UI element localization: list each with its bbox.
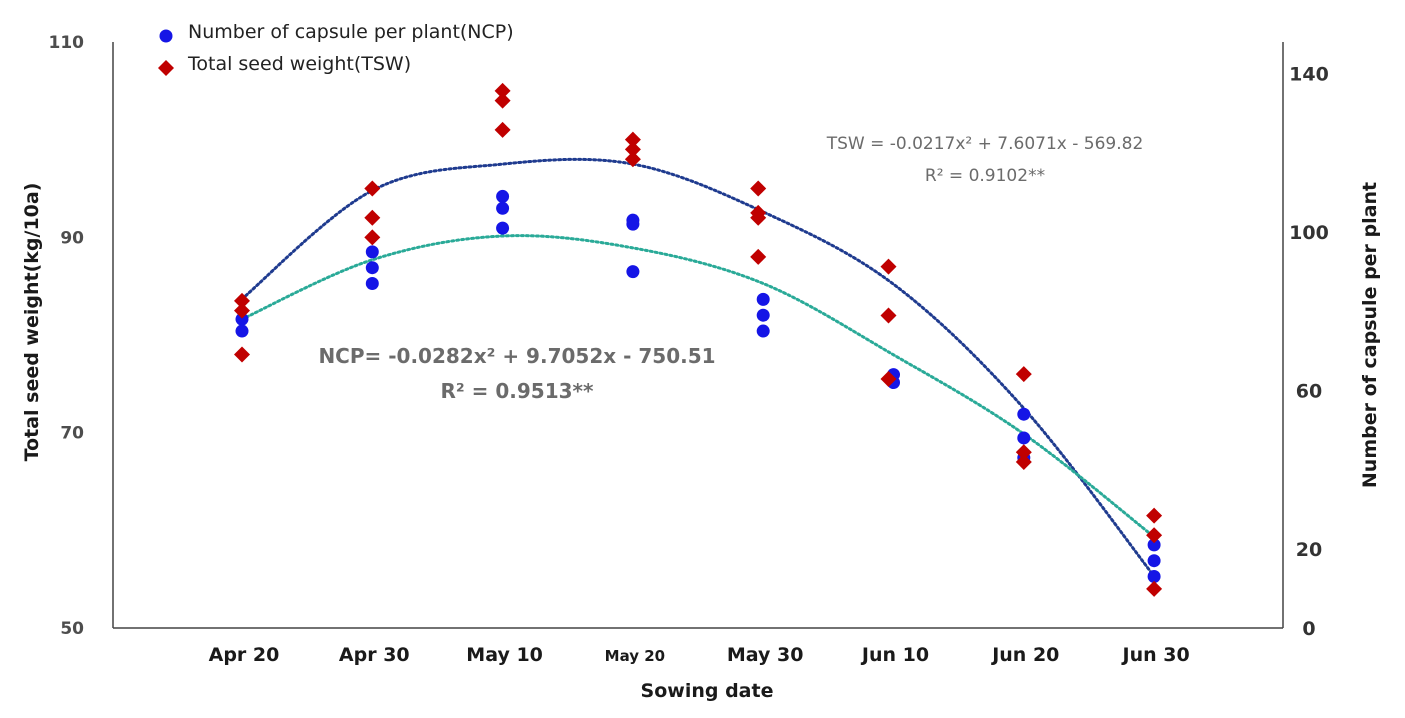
tsw-point [1146, 507, 1163, 524]
tsw-point [1015, 453, 1032, 470]
tsw-point [624, 141, 641, 158]
left-tick-label: 90 [60, 228, 84, 248]
left-tick-label: 50 [60, 619, 84, 639]
left-axis-ticks: 50 70 90 110 [49, 33, 85, 639]
ncp-point [756, 308, 770, 322]
x-tick-label: Jun 30 [1121, 644, 1190, 666]
legend-tsw-label: Total seed weight(TSW) [187, 53, 411, 75]
tsw-series [234, 82, 1163, 597]
tsw-point [880, 258, 897, 275]
ncp-equation: NCP= -0.0282x² + 9.7052x - 750.51 [318, 344, 715, 368]
right-tick-label: 100 [1289, 222, 1329, 244]
legend-ncp-marker [159, 29, 173, 43]
x-tick-label: May 30 [727, 644, 804, 666]
ncp-point [365, 261, 379, 275]
legend-tsw-marker [158, 60, 174, 76]
legend: Number of capsule per plant(NCP) Total s… [158, 21, 514, 76]
tsw-point [750, 248, 767, 265]
right-axis-title: Number of capsule per plant [1359, 182, 1381, 488]
tsw-point [494, 92, 511, 109]
ncp-point [365, 245, 379, 259]
right-tick-label: 0 [1302, 618, 1315, 640]
ncp-point [1147, 570, 1161, 584]
ncp-point [626, 217, 640, 231]
tsw-point [364, 180, 381, 197]
ncp-point [235, 312, 249, 326]
ncp-point [496, 201, 510, 215]
right-tick-label: 20 [1296, 539, 1322, 561]
x-axis-ticks: Apr 20 Apr 30 May 10 May 20 May 30 Jun 10 Jun … [209, 644, 1190, 666]
left-tick-label: 110 [49, 33, 85, 53]
ncp-point [1017, 407, 1031, 421]
right-axis-ticks: 0 20 60 100 140 [1289, 64, 1329, 640]
ncp-point [365, 277, 379, 291]
legend-ncp-label: Number of capsule per plant(NCP) [188, 21, 514, 43]
ncp-point [626, 265, 640, 279]
tsw-point [750, 209, 767, 226]
tsw-point [880, 307, 897, 324]
x-tick-label: Jun 20 [990, 644, 1059, 666]
ncp-point [235, 324, 249, 338]
ncp-point [1147, 554, 1161, 568]
tsw-point [880, 370, 897, 387]
tsw-point [234, 292, 250, 309]
right-tick-label: 140 [1289, 64, 1329, 86]
tsw-point [494, 82, 511, 99]
tsw-point [364, 229, 381, 246]
x-tick-label: May 10 [466, 644, 543, 666]
tsw-point [750, 180, 767, 197]
ncp-point [756, 292, 770, 306]
ncp-point [496, 189, 510, 203]
ncp-point [756, 324, 770, 338]
tsw-point [624, 131, 641, 148]
tsw-point [624, 151, 641, 168]
tsw-point [1015, 444, 1032, 461]
x-tick-label: Apr 30 [339, 644, 410, 666]
ncp-point [1017, 431, 1031, 445]
tsw-r2: R² = 0.9102** [925, 166, 1045, 186]
tsw-point [1015, 366, 1032, 383]
x-axis-title: Sowing date [641, 680, 774, 702]
ncp-trendline [240, 234, 1156, 539]
tsw-point [364, 209, 381, 226]
x-tick-label: May 20 [605, 647, 665, 665]
ncp-r2: R² = 0.9513** [441, 379, 594, 403]
x-tick-label: Apr 20 [209, 644, 280, 666]
tsw-point [1146, 580, 1163, 597]
tsw-point [234, 346, 250, 363]
tsw-point [1146, 527, 1163, 544]
left-axis-title: Total seed weight(kg/10a) [21, 183, 43, 462]
ncp-point [1147, 538, 1161, 552]
right-tick-label: 60 [1296, 380, 1322, 402]
tsw-point [494, 121, 511, 138]
x-tick-label: Jun 10 [860, 644, 929, 666]
tsw-point [234, 302, 250, 319]
tsw-equation: TSW = -0.0217x² + 7.6071x - 569.82 [826, 134, 1144, 154]
left-tick-label: 70 [60, 424, 84, 444]
ncp-point [496, 221, 510, 235]
ncp-series [235, 189, 1161, 584]
